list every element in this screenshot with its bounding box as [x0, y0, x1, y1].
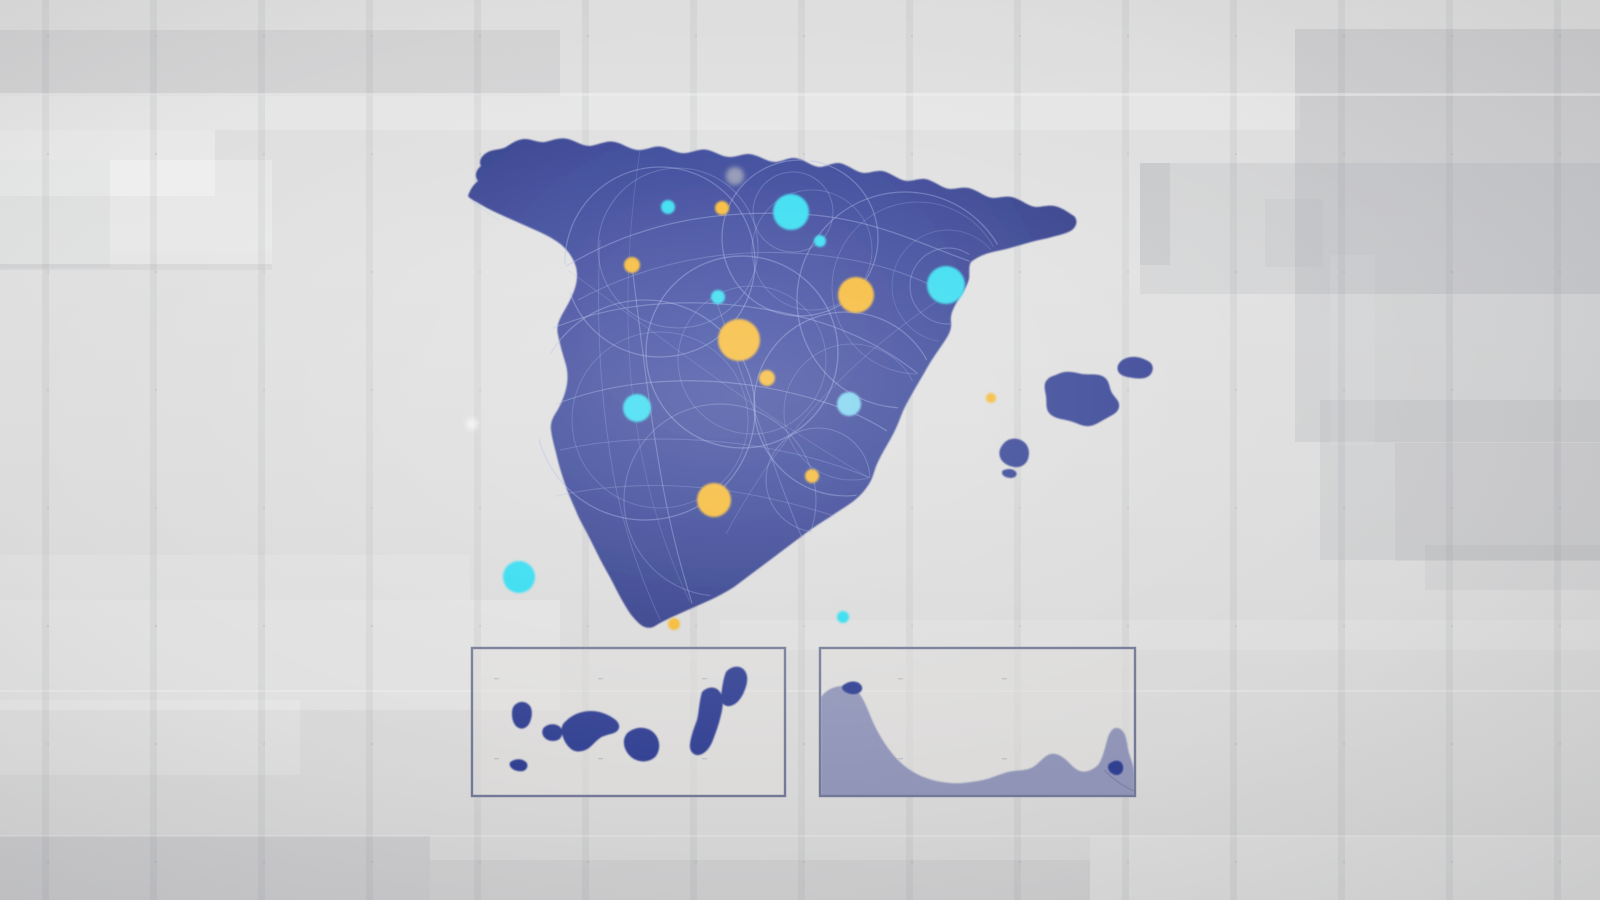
data-marker-m21 — [837, 611, 849, 623]
canary-islands-inset — [470, 646, 787, 798]
africa-inset-border — [818, 646, 1137, 798]
data-marker-m19 — [503, 561, 535, 593]
menorca-island — [1117, 356, 1153, 379]
canary-inset-border — [470, 646, 787, 798]
data-marker-m13 — [718, 319, 760, 361]
data-marker-m10 — [711, 290, 725, 304]
data-marker-m14 — [759, 370, 775, 386]
data-marker-m20 — [668, 618, 680, 630]
canary-island-shapes — [509, 666, 748, 772]
data-marker-m02 — [715, 201, 729, 215]
data-marker-m03 — [726, 167, 744, 185]
africa-inset-ticks — [898, 678, 1007, 760]
data-marker-m15 — [623, 394, 651, 422]
data-marker-m01 — [661, 200, 675, 214]
data-marker-m06 — [624, 257, 640, 273]
north-africa-coast — [821, 681, 1134, 795]
data-marker-m04 — [773, 194, 809, 230]
formentera-island — [1002, 468, 1017, 478]
data-marker-m12 — [927, 266, 965, 304]
data-marker-m22 — [986, 393, 996, 403]
data-marker-m17 — [805, 469, 819, 483]
data-marker-m05 — [814, 235, 826, 247]
ibiza-island — [999, 438, 1029, 468]
balearic-islands — [999, 356, 1153, 478]
data-marker-m16 — [837, 392, 861, 416]
canary-inset-ticks — [494, 678, 707, 760]
data-markers-layer — [466, 167, 996, 630]
data-marker-m23 — [466, 418, 478, 430]
data-marker-m18 — [697, 483, 731, 517]
north-africa-inset — [818, 646, 1137, 798]
data-marker-m11 — [838, 277, 874, 313]
mallorca-island — [1044, 371, 1120, 427]
